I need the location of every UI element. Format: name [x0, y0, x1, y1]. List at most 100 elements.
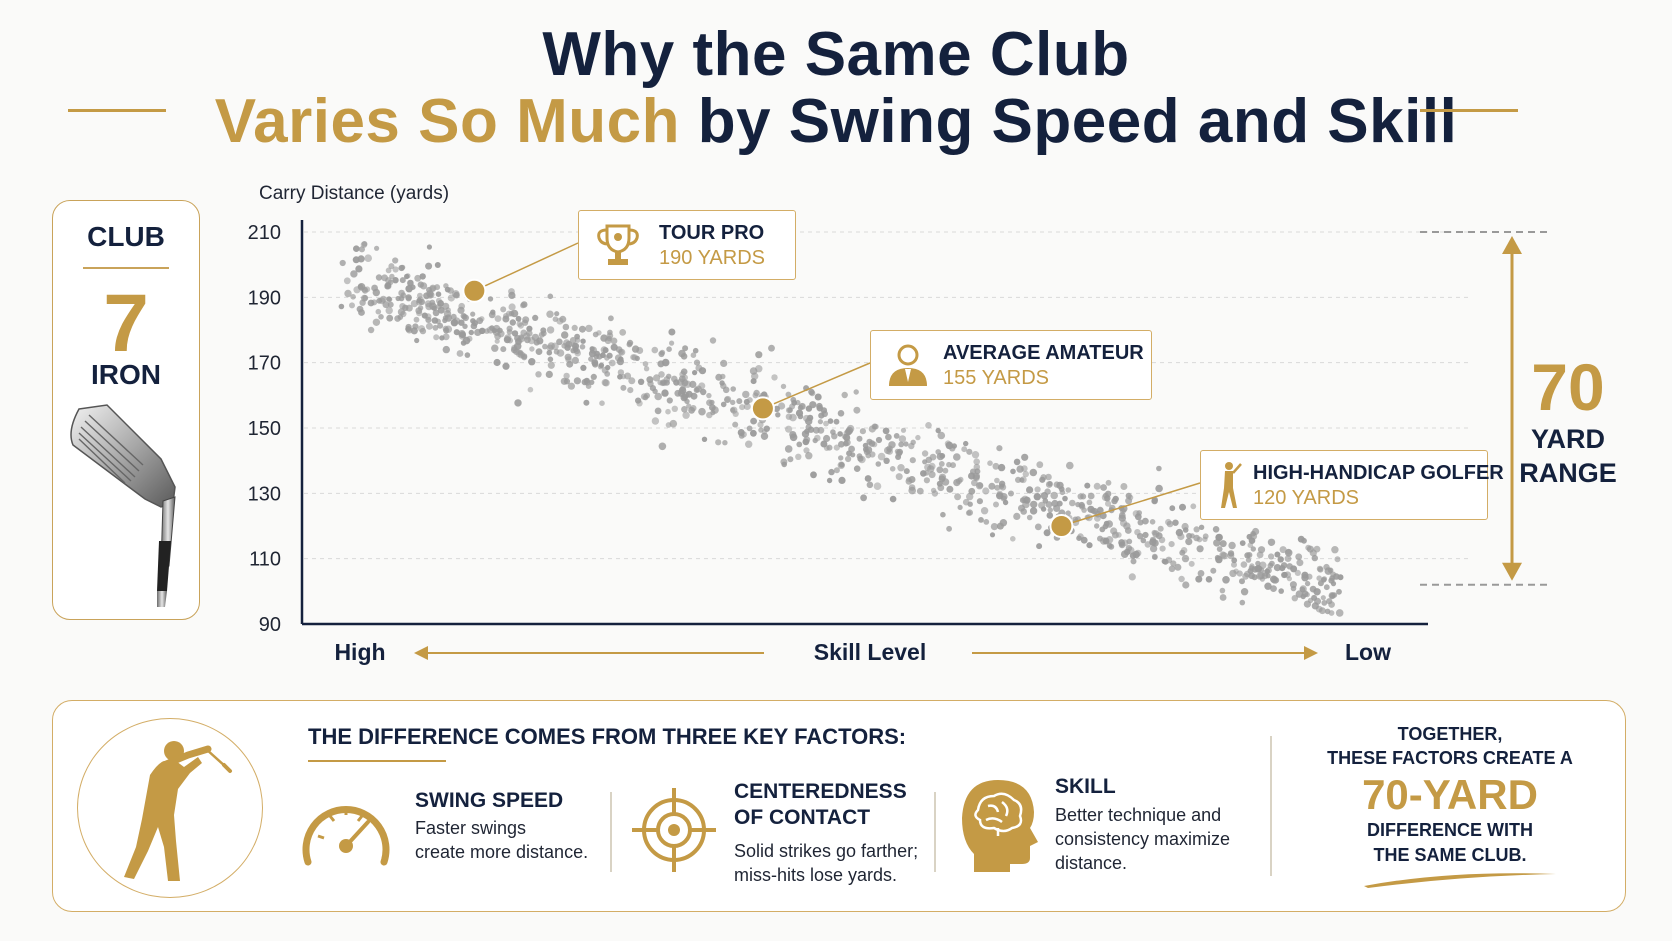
factor-desc: Better technique and consistency maximiz…	[1055, 803, 1230, 875]
club-divider	[83, 267, 169, 269]
data-point	[400, 292, 407, 299]
title-rest: by Swing Speed and Skill	[697, 87, 1458, 156]
leader-line	[1061, 482, 1201, 527]
data-point	[547, 342, 555, 350]
data-point	[447, 287, 454, 294]
data-point	[936, 452, 945, 461]
y-tick-label: 170	[248, 353, 281, 375]
data-point	[508, 310, 515, 317]
data-point	[462, 314, 470, 322]
data-point	[701, 436, 708, 442]
data-point	[1309, 549, 1317, 557]
y-axis-label: Carry Distance (yards)	[259, 183, 450, 204]
data-point	[591, 359, 599, 367]
data-point	[606, 352, 613, 359]
factors-heading-underline	[308, 760, 446, 762]
data-point	[922, 459, 928, 465]
data-point	[1240, 588, 1249, 596]
data-point	[1182, 581, 1190, 589]
data-point	[856, 453, 863, 460]
data-point	[930, 487, 937, 494]
data-point	[818, 412, 825, 419]
data-point	[1247, 568, 1254, 574]
data-point	[797, 413, 804, 420]
data-point	[1128, 573, 1136, 581]
data-point	[344, 289, 352, 298]
data-point	[364, 254, 373, 262]
data-point	[1197, 570, 1205, 577]
data-point	[1330, 571, 1337, 578]
data-point	[908, 442, 915, 450]
data-point	[1239, 540, 1246, 546]
data-point	[364, 286, 371, 293]
data-point	[750, 417, 757, 425]
data-point	[722, 386, 730, 394]
data-point	[1042, 498, 1049, 504]
data-point	[1251, 574, 1258, 581]
range-text-line2: RANGE	[1519, 458, 1617, 488]
data-point	[491, 344, 499, 352]
data-point	[387, 301, 394, 308]
data-point	[561, 331, 569, 339]
data-point	[1036, 543, 1043, 550]
data-point	[814, 393, 822, 401]
data-point	[990, 523, 999, 531]
data-point	[545, 370, 553, 378]
data-point	[823, 420, 829, 427]
data-point	[1086, 499, 1093, 506]
data-point	[1110, 527, 1118, 535]
data-point	[1140, 537, 1147, 544]
data-point	[1196, 536, 1203, 543]
data-point	[435, 291, 442, 298]
data-point	[1019, 477, 1025, 483]
data-point	[399, 277, 406, 284]
data-point	[487, 296, 494, 302]
data-point	[661, 389, 669, 397]
data-point	[810, 471, 817, 479]
data-point	[1210, 567, 1217, 574]
club-number: 7	[103, 278, 149, 369]
data-point	[1202, 533, 1209, 540]
data-point	[803, 447, 810, 454]
data-point	[937, 484, 945, 492]
data-point	[1219, 540, 1227, 548]
data-point	[521, 353, 528, 360]
data-point	[500, 306, 507, 313]
data-point	[814, 434, 821, 442]
data-point	[628, 377, 636, 385]
factor-title: SKILL	[1055, 774, 1116, 800]
data-point	[1264, 582, 1272, 590]
data-point	[414, 274, 422, 282]
data-point	[953, 453, 961, 461]
data-point	[978, 517, 984, 523]
data-point	[608, 315, 614, 322]
summary-line: THE SAME CLUB.	[1373, 845, 1527, 865]
data-point	[940, 511, 946, 518]
data-point	[679, 371, 686, 378]
data-point	[464, 352, 471, 358]
data-point	[392, 257, 399, 264]
data-point	[1056, 500, 1063, 507]
data-point	[785, 425, 793, 433]
club-type: IRON	[91, 359, 161, 390]
data-point	[1157, 525, 1164, 532]
data-point	[634, 355, 640, 361]
data-point	[929, 453, 937, 461]
data-point	[1331, 546, 1339, 554]
data-point	[617, 369, 625, 376]
data-point	[866, 481, 874, 489]
data-point	[574, 333, 580, 340]
data-point	[771, 374, 778, 381]
data-point	[362, 295, 369, 301]
y-tick-label: 130	[248, 483, 281, 505]
data-point	[571, 356, 580, 364]
data-point	[757, 421, 764, 428]
data-point	[805, 452, 813, 460]
data-point	[789, 433, 798, 442]
data-point	[983, 519, 990, 525]
data-point	[966, 448, 973, 455]
data-point	[1239, 599, 1246, 606]
data-point	[405, 273, 411, 279]
data-point	[1222, 576, 1230, 584]
data-point	[925, 422, 932, 429]
